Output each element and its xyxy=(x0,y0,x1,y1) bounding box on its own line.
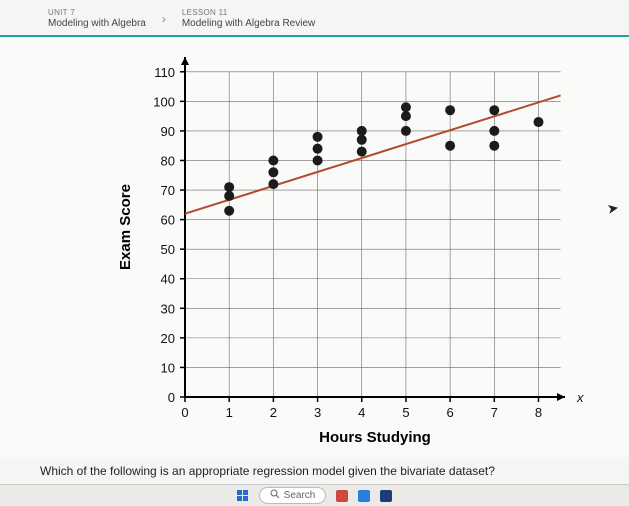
svg-text:50: 50 xyxy=(161,242,175,257)
search-label: Search xyxy=(284,490,316,501)
svg-text:Exam Score: Exam Score xyxy=(117,184,134,270)
svg-text:70: 70 xyxy=(161,183,175,198)
svg-text:90: 90 xyxy=(161,124,175,139)
chart-container: 0123456780102030405060708090100110Hours … xyxy=(0,37,629,457)
svg-text:7: 7 xyxy=(491,405,498,420)
question-text: Which of the following is an appropriate… xyxy=(40,464,495,478)
lesson-label: LESSON 11 xyxy=(182,8,315,17)
taskbar: Search xyxy=(0,484,629,506)
svg-text:60: 60 xyxy=(161,213,175,228)
svg-text:10: 10 xyxy=(161,360,175,375)
svg-text:5: 5 xyxy=(402,405,409,420)
svg-text:40: 40 xyxy=(161,272,175,287)
svg-text:110: 110 xyxy=(154,65,175,80)
svg-text:3: 3 xyxy=(314,405,321,420)
svg-text:80: 80 xyxy=(161,153,175,168)
svg-text:6: 6 xyxy=(446,405,453,420)
breadcrumb-unit[interactable]: UNIT 7 Modeling with Algebra xyxy=(48,8,146,29)
svg-text:30: 30 xyxy=(161,301,175,316)
svg-text:0: 0 xyxy=(168,390,175,405)
svg-text:x: x xyxy=(576,390,584,405)
svg-text:Hours Studying: Hours Studying xyxy=(319,429,431,446)
app-icon-1[interactable] xyxy=(336,490,348,502)
svg-text:1: 1 xyxy=(226,405,233,420)
unit-title: Modeling with Algebra xyxy=(48,18,146,29)
svg-text:8: 8 xyxy=(535,405,542,420)
lesson-title: Modeling with Algebra Review xyxy=(182,18,315,29)
breadcrumb: UNIT 7 Modeling with Algebra › LESSON 11… xyxy=(0,0,629,37)
search-icon xyxy=(270,489,280,502)
scatter-chart: 0123456780102030405060708090100110Hours … xyxy=(0,37,629,457)
svg-text:20: 20 xyxy=(161,331,175,346)
search-pill[interactable]: Search xyxy=(259,487,327,504)
svg-text:4: 4 xyxy=(358,405,365,420)
svg-text:100: 100 xyxy=(153,94,175,109)
windows-icon[interactable] xyxy=(237,490,249,502)
svg-text:0: 0 xyxy=(181,405,188,420)
svg-text:2: 2 xyxy=(270,405,277,420)
app-icon-2[interactable] xyxy=(358,490,370,502)
unit-label: UNIT 7 xyxy=(48,8,146,17)
chevron-right-icon: › xyxy=(158,12,170,26)
breadcrumb-lesson[interactable]: LESSON 11 Modeling with Algebra Review xyxy=(182,8,315,29)
app-icon-3[interactable] xyxy=(380,490,392,502)
